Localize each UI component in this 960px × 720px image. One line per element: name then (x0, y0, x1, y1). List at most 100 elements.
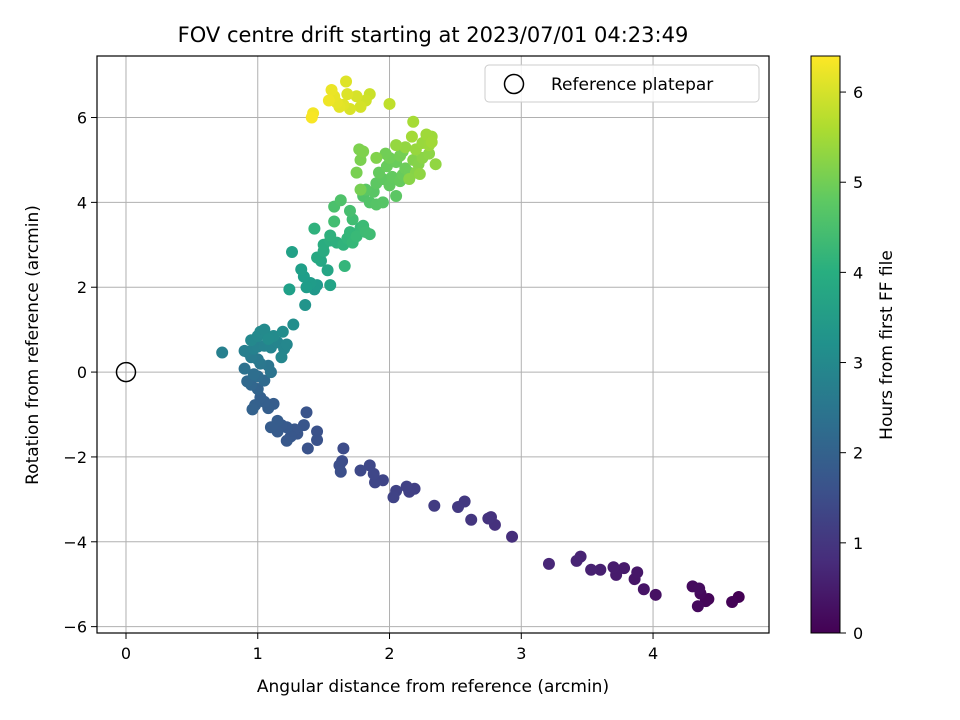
data-point (354, 183, 367, 196)
data-point (334, 194, 347, 207)
legend-marker-icon (503, 73, 525, 95)
data-point (354, 100, 367, 113)
data-point (286, 246, 299, 259)
data-point (607, 561, 620, 574)
data-point (321, 264, 334, 277)
data-point (390, 190, 403, 203)
colorbar-ticks: 0 1 2 3 4 5 6 (840, 83, 863, 643)
data-point (280, 434, 293, 447)
data-point (311, 433, 324, 446)
data-point (618, 562, 631, 575)
data-point (334, 465, 347, 478)
y-tick-label: 4 (77, 193, 87, 212)
data-point (631, 566, 644, 579)
data-point (357, 145, 370, 158)
data-point (390, 139, 403, 152)
colorbar-tick-label: 6 (853, 83, 863, 102)
x-axis: 0 1 2 3 4 (121, 633, 658, 663)
data-point (308, 222, 321, 235)
data-point (325, 83, 338, 96)
data-point (337, 442, 350, 455)
data-point (691, 600, 704, 613)
colorbar-label: Hours from first FF file (877, 250, 897, 440)
data-point (379, 147, 392, 160)
data-point (300, 281, 313, 294)
y-tick-label: 6 (77, 109, 87, 128)
data-point (363, 459, 376, 472)
data-point (585, 563, 598, 576)
data-point (465, 513, 478, 526)
data-point (693, 582, 706, 595)
plot-area (96, 55, 770, 634)
data-point (324, 229, 337, 242)
data-point (425, 136, 438, 149)
data-point (305, 111, 318, 124)
data-point (428, 499, 441, 512)
data-point (405, 130, 418, 143)
legend-box (484, 64, 760, 103)
data-point (311, 425, 324, 438)
colorbar-tick-label: 2 (853, 444, 863, 463)
data-point (238, 344, 251, 357)
data-point (387, 491, 400, 504)
y-tick-label: 0 (77, 363, 87, 382)
legend: Reference platepar (484, 64, 760, 103)
x-axis-label: Angular distance from reference (arcmin) (257, 677, 609, 697)
data-point (407, 115, 420, 128)
data-point (506, 530, 519, 543)
colorbar-tick-label: 5 (853, 173, 863, 192)
data-point (413, 167, 426, 180)
data-point (322, 94, 335, 107)
data-point (400, 480, 413, 493)
data-point (363, 228, 376, 241)
data-point (403, 173, 416, 186)
y-tick-label: −2 (63, 448, 87, 467)
data-point (649, 588, 662, 601)
data-points (216, 75, 745, 613)
data-point (283, 283, 296, 296)
data-point (350, 230, 363, 243)
data-point (370, 151, 383, 164)
data-point (258, 323, 271, 336)
data-point (276, 325, 289, 338)
data-point (299, 299, 312, 312)
data-point (726, 596, 739, 609)
data-point (216, 346, 229, 359)
colorbar-tick-label: 0 (853, 624, 863, 643)
data-point (301, 442, 314, 455)
data-point (297, 419, 310, 432)
data-point (350, 166, 363, 179)
data-point (275, 351, 288, 364)
y-axis: −6 −4 −2 0 2 4 6 (63, 109, 97, 637)
colorbar-tick-label: 1 (853, 534, 863, 553)
data-point (300, 406, 313, 419)
data-point (429, 158, 442, 171)
data-point (354, 464, 367, 477)
data-point (376, 196, 389, 209)
colorbar: 0 1 2 3 4 5 6 Hours from first FF file (810, 55, 897, 643)
y-tick-label: 2 (77, 278, 87, 297)
data-point (423, 147, 436, 160)
data-point (482, 512, 495, 525)
data-point (238, 362, 251, 375)
data-point (262, 332, 275, 345)
legend-label: Reference platepar (551, 75, 713, 95)
data-point (328, 215, 341, 228)
x-tick-label: 2 (384, 644, 394, 663)
data-point (246, 403, 259, 416)
colorbar-tick-label: 4 (853, 263, 863, 282)
data-point (247, 368, 260, 381)
y-tick-label: −4 (63, 533, 87, 552)
data-point (280, 338, 293, 351)
data-point (341, 88, 354, 101)
data-point (570, 554, 583, 567)
x-tick-label: 3 (516, 644, 526, 663)
colorbar-frame (810, 55, 841, 634)
data-point (324, 279, 337, 292)
colorbar-tick-label: 3 (853, 354, 863, 373)
data-point (452, 500, 465, 513)
x-tick-label: 4 (648, 644, 658, 663)
y-axis-label: Rotation from reference (arcmin) (23, 205, 43, 485)
